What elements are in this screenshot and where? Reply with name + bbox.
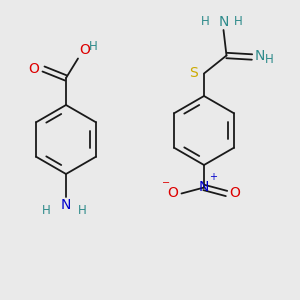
Text: N: N — [254, 50, 265, 63]
Text: S: S — [189, 66, 198, 80]
Text: N: N — [61, 198, 71, 212]
Text: −: − — [162, 178, 170, 188]
Text: H: H — [42, 204, 51, 217]
Text: O: O — [230, 186, 240, 200]
Text: H: H — [265, 53, 273, 66]
Text: O: O — [28, 62, 39, 76]
Text: O: O — [80, 43, 90, 57]
Text: H: H — [88, 40, 97, 53]
Text: +: + — [209, 172, 217, 182]
Text: N: N — [218, 14, 229, 28]
Text: N: N — [199, 180, 209, 194]
Text: O: O — [168, 186, 178, 200]
Text: H: H — [234, 15, 243, 28]
Text: H: H — [201, 15, 210, 28]
Text: H: H — [78, 204, 87, 217]
